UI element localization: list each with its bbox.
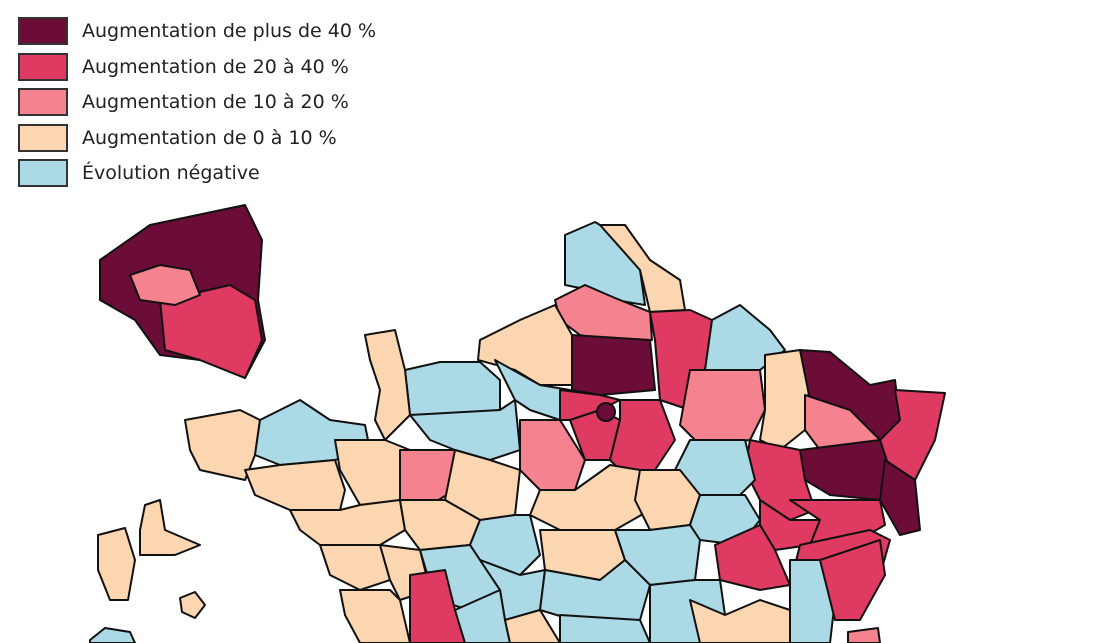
region — [689, 599, 791, 643]
legend-swatch — [18, 52, 68, 81]
legend-item: Augmentation de 20 à 40 % — [18, 52, 349, 81]
region — [159, 284, 263, 379]
legend-item: Augmentation de 0 à 10 % — [18, 123, 337, 152]
legend-label: Augmentation de 10 à 20 % — [82, 91, 349, 113]
legend-label: Augmentation de 20 à 40 % — [82, 55, 349, 78]
region — [399, 449, 456, 506]
legend-swatch — [18, 17, 68, 45]
region — [409, 399, 521, 461]
region — [319, 544, 391, 591]
region — [179, 591, 206, 619]
region — [879, 459, 921, 536]
legend-label: Évolution négative — [82, 162, 260, 184]
region — [559, 614, 651, 643]
legend-item: Augmentation de 10 à 20 % — [18, 88, 349, 116]
region — [97, 527, 136, 601]
region — [819, 539, 886, 621]
region — [364, 329, 411, 441]
region — [789, 559, 836, 643]
region — [184, 409, 261, 481]
region — [244, 459, 346, 511]
region — [89, 627, 136, 643]
legend-swatch — [18, 123, 68, 152]
region — [596, 402, 616, 422]
region — [504, 609, 561, 643]
region — [339, 589, 411, 643]
legend-item: Évolution négative — [18, 159, 260, 187]
region — [599, 224, 686, 313]
legend-label: Augmentation de plus de 40 % — [82, 20, 377, 42]
legend-item: Augmentation de plus de 40 % — [18, 17, 376, 45]
region — [289, 499, 406, 551]
region — [139, 499, 201, 556]
region — [334, 439, 411, 506]
region — [799, 439, 891, 501]
legend-swatch — [18, 88, 68, 116]
legend-label: Augmentation de 0 à 10 % — [82, 126, 337, 149]
region — [571, 334, 656, 396]
region — [679, 369, 766, 446]
region — [539, 559, 651, 626]
region — [129, 264, 201, 306]
region — [847, 627, 881, 643]
legend-swatch — [18, 159, 68, 187]
region — [609, 399, 676, 471]
